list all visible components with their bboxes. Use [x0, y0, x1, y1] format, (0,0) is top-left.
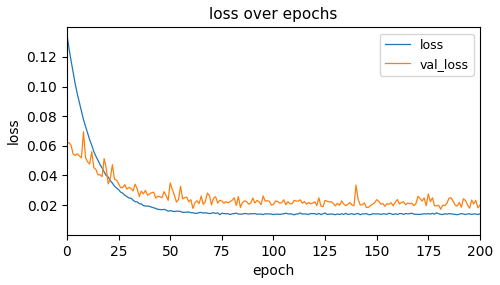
- loss: [444, 212, 450, 216]
- val_loss: [438, 207, 444, 211]
- loss: [214, 211, 220, 215]
- Title: loss over epochs: loss over epochs: [210, 7, 338, 22]
- val_loss: [217, 199, 223, 202]
- Legend: loss, val_loss: loss, val_loss: [380, 34, 474, 76]
- Line: loss: loss: [67, 35, 480, 215]
- loss: [101, 170, 107, 174]
- val_loss: [477, 203, 483, 207]
- val_loss: [103, 166, 109, 170]
- val_loss: [446, 197, 452, 200]
- val_loss: [240, 201, 246, 204]
- loss: [238, 212, 244, 216]
- loss: [66, 47, 72, 50]
- val_loss: [289, 202, 295, 205]
- loss: [287, 212, 293, 215]
- val_loss: [64, 141, 70, 144]
- loss: [291, 213, 297, 217]
- loss: [477, 212, 483, 215]
- Y-axis label: loss: loss: [7, 118, 21, 144]
- val_loss: [66, 141, 72, 144]
- val_loss: [80, 130, 86, 133]
- X-axis label: epoch: epoch: [252, 264, 294, 278]
- loss: [64, 33, 70, 36]
- Line: val_loss: val_loss: [67, 132, 480, 209]
